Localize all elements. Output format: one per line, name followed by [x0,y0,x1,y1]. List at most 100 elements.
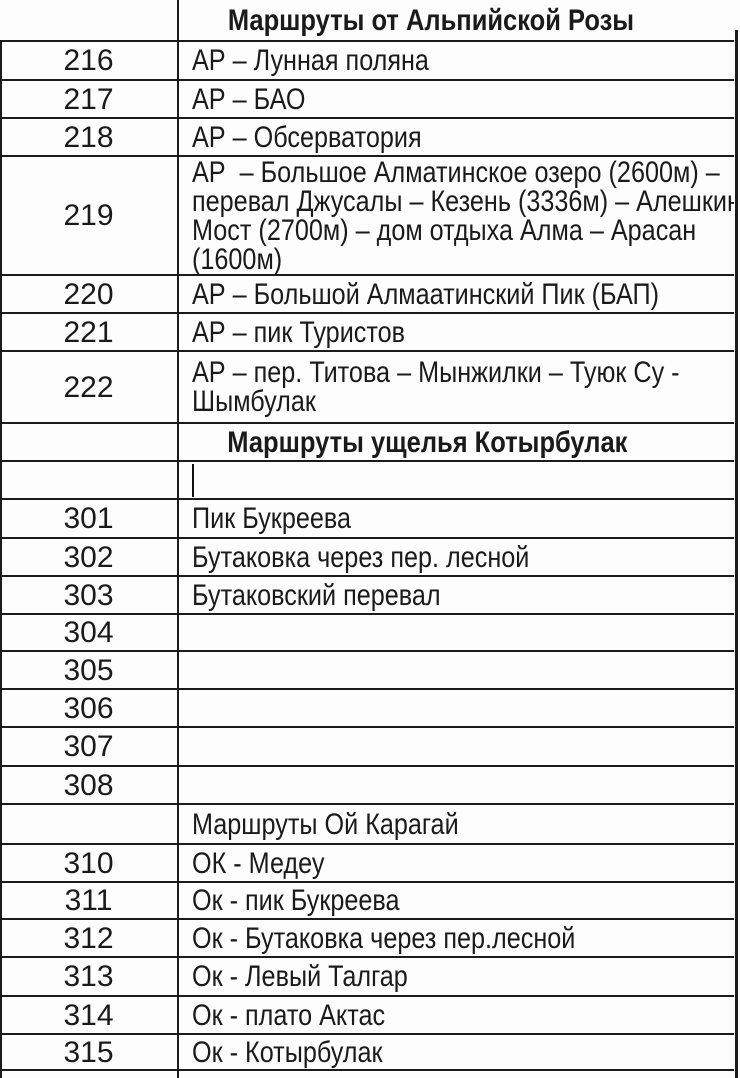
route-number-cell[interactable]: 313 [0,958,179,995]
table-row: 307 [0,728,734,767]
table-row: 312 Ок - Бутаковка через пер.лесной [0,920,734,958]
route-number-cell[interactable]: 314 [0,997,179,1033]
table-row: 311 Ок - пик Букреева [0,883,734,920]
route-desc-cell [179,1071,734,1078]
route-desc-cell[interactable]: АР – Большой Алмаатинский Пик (БАП) [179,276,734,312]
route-number-cell[interactable]: 216 [0,42,179,79]
partial-row [0,1071,734,1078]
route-number-cell[interactable] [0,0,179,40]
route-number-cell[interactable] [0,462,179,498]
section-title-cell[interactable]: Маршруты Ой Карагай [179,805,734,843]
route-number: 310 [63,846,114,880]
route-number-cell[interactable]: 222 [0,352,179,422]
route-number-cell[interactable]: 305 [0,652,179,688]
route-desc: Ок - плато Актас [192,998,386,1032]
route-number: 315 [63,1035,114,1069]
route-number-cell[interactable] [0,424,179,460]
route-number-cell[interactable]: 312 [0,920,179,956]
route-number: 221 [63,315,114,349]
route-desc: АР – БАО [192,82,306,116]
route-number-cell[interactable]: 315 [0,1035,179,1069]
route-desc-cell[interactable]: Бутаковка через пер. лесной [179,539,734,575]
route-desc-cell[interactable]: Ок - плато Актас [179,997,734,1033]
route-desc-cell[interactable]: Ок - Бутаковка через пер.лесной [179,920,734,956]
table-row: 301 Пик Букреева [0,500,734,539]
route-number-cell[interactable]: 311 [0,883,179,918]
route-number-cell[interactable]: 219 [0,157,179,274]
route-number-cell[interactable] [0,805,179,843]
route-desc-cell[interactable] [179,615,734,650]
route-desc-cell[interactable] [179,462,734,498]
section-header-row: Маршруты ущелья Котырбулак [0,424,734,462]
route-number-cell[interactable]: 303 [0,577,179,613]
route-desc-cell[interactable]: Ок - Котырбулак [179,1035,734,1069]
route-desc: ОК - Медеу [192,846,325,880]
route-number: 308 [63,768,114,802]
route-desc: Ок - Котырбулак [192,1035,383,1069]
route-number-cell[interactable]: 307 [0,728,179,765]
route-number-cell[interactable]: 221 [0,314,179,350]
table-row: 218 АР – Обсерватория [0,119,734,157]
route-desc-cell[interactable]: АР – пик Туристов [179,314,734,350]
route-number-cell[interactable]: 306 [0,690,179,726]
route-desc-cell[interactable]: АР – Лунная поляна [179,42,734,79]
route-desc-cell[interactable]: ОК - Медеу [179,845,734,881]
route-desc-cell[interactable]: Бутаковский перевал [179,577,734,613]
table-row: 220 АР – Большой Алмаатинский Пик (БАП) [0,276,734,314]
section-title-cell[interactable]: Маршруты ущелья Котырбулак [179,424,734,460]
empty-row-with-cursor [0,462,734,500]
table-row: 314 Ок - плато Актас [0,997,734,1035]
route-number: 314 [63,998,114,1032]
table-row: 302 Бутаковка через пер. лесной [0,539,734,577]
route-desc-cell[interactable]: АР – Обсерватория [179,119,734,155]
route-desc: Пик Букреева [192,502,351,535]
route-desc-cell[interactable]: Ок - пик Букреева [179,883,734,918]
table-row: 306 [0,690,734,728]
route-number-cell[interactable]: 220 [0,276,179,312]
route-desc-cell[interactable]: АР – пер. Титова – Мынжилки – Туюк Су - … [179,352,734,422]
route-desc-cell[interactable]: Ок - Левый Талгар [179,958,734,995]
route-number: 303 [63,578,114,612]
table-row: 216 АР – Лунная поляна [0,42,734,81]
route-desc: Бутаковка через пер. лесной [192,540,530,574]
text-cursor [192,463,194,497]
route-desc: АР – пик Туристов [192,315,406,349]
route-number-cell[interactable]: 218 [0,119,179,155]
route-number-cell[interactable]: 308 [0,767,179,803]
table-row: 313 Ок - Левый Талгар [0,958,734,997]
table-row: 305 [0,652,734,690]
route-number: 304 [63,616,114,649]
route-number: 306 [63,691,114,725]
route-number-cell[interactable]: 301 [0,500,179,537]
route-number: 311 [64,884,113,917]
route-number-cell[interactable]: 310 [0,845,179,881]
route-number: 301 [63,502,114,535]
route-number: 312 [63,921,114,955]
route-desc-cell[interactable]: Пик Букреева [179,500,734,537]
section-title-cell[interactable]: Маршруты от Альпийской Розы [179,0,734,40]
section-title: Маршруты от Альпийской Розы [227,3,635,37]
section-title: Маршруты Ой Карагай [192,807,459,841]
route-desc-cell[interactable] [179,652,734,688]
route-desc: АР – Большой Алмаатинский Пик (БАП) [192,277,660,311]
route-number: 216 [63,44,114,77]
route-desc-cell[interactable] [179,690,734,726]
table-row: 304 [0,615,734,652]
route-number-cell [0,1071,179,1078]
route-desc: АР – пер. Титова – Мынжилки – Туюк Су - … [192,356,680,418]
route-desc-cell[interactable]: АР – Большое Алматинское озеро (2600м) –… [179,157,734,274]
route-number: 220 [63,277,114,311]
route-desc-cell[interactable]: АР – БАО [179,81,734,117]
route-number-cell[interactable]: 304 [0,615,179,650]
route-desc: Ок - Левый Талгар [192,960,408,993]
route-number-cell[interactable]: 217 [0,81,179,117]
table-left-border [0,40,2,1078]
route-desc-cell[interactable] [179,767,734,803]
route-number-cell[interactable]: 302 [0,539,179,575]
table-right-border [735,30,738,1078]
route-desc-cell[interactable] [179,728,734,765]
route-desc: Ок - пик Букреева [192,884,400,917]
route-desc: Ок - Бутаковка через пер.лесной [192,921,576,955]
